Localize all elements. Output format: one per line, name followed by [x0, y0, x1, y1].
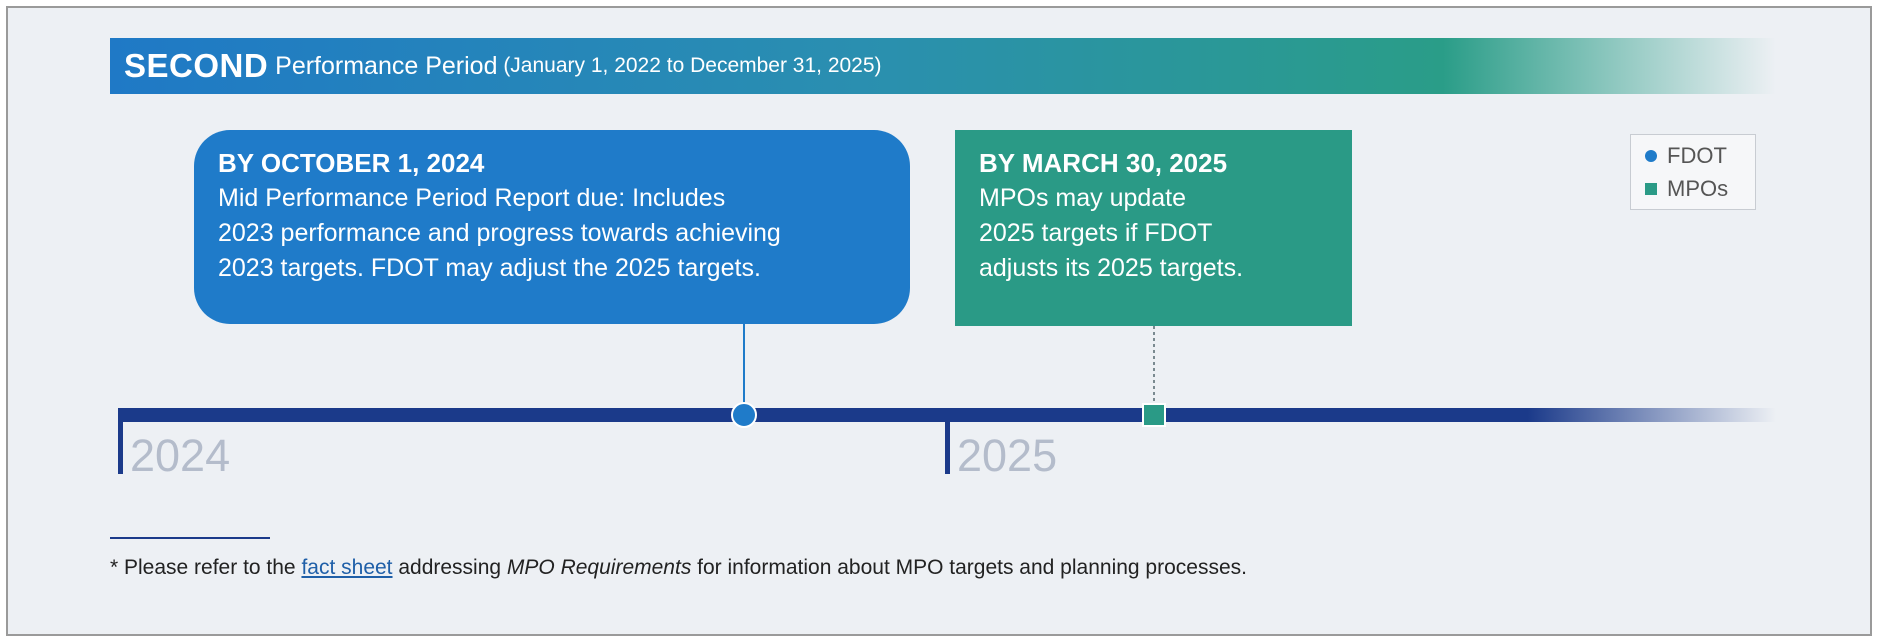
- footnote-link[interactable]: fact sheet: [301, 556, 393, 579]
- footnote: * Please refer to the fact sheet address…: [110, 556, 1247, 580]
- legend-label: MPOs: [1667, 176, 1729, 201]
- legend-label: FDOT: [1667, 143, 1727, 168]
- year-tick: [118, 408, 123, 474]
- footnote-text: for information about MPO targets and pl…: [691, 556, 1247, 579]
- event-box: BY OCTOBER 1, 2024 Mid Performance Perio…: [194, 130, 910, 324]
- year-tick: [945, 408, 950, 474]
- event-date: BY MARCH 30, 2025: [979, 148, 1228, 178]
- event-box: BY MARCH 30, 2025 MPOs may update 2025 t…: [955, 130, 1352, 326]
- event-line: 2023 performance and progress towards ac…: [218, 219, 781, 247]
- event-line: Mid Performance Period Report due: Inclu…: [218, 184, 726, 212]
- mpo-marker: [1142, 403, 1166, 427]
- year-label: 2025: [957, 430, 1058, 481]
- event-line: MPOs may update: [979, 184, 1187, 212]
- legend: FDOT MPOs: [1630, 134, 1756, 210]
- legend-item: FDOT: [1641, 139, 1745, 172]
- header-period: (January 1, 2022 to December 31, 2025): [503, 54, 882, 77]
- header-bar: SECOND Performance Period (January 1, 20…: [110, 38, 1776, 94]
- fdot-marker: [731, 402, 757, 428]
- footnote-text: * Please refer to the: [110, 556, 302, 579]
- footnote-text: addressing: [392, 556, 507, 579]
- event-date: BY OCTOBER 1, 2024: [218, 148, 485, 178]
- legend-dot: [1645, 149, 1657, 162]
- year-label: 2024: [130, 430, 231, 481]
- header-title: Performance Period: [275, 51, 498, 80]
- header-bold: SECOND: [124, 47, 269, 84]
- footnote-italic: MPO Requirements: [506, 556, 692, 579]
- event-line: adjusts its 2025 targets.: [979, 254, 1244, 282]
- event-line: 2023 targets. FDOT may adjust the 2025 t…: [218, 254, 761, 282]
- event-line: 2025 targets if FDOT: [979, 219, 1213, 247]
- legend-square: [1645, 182, 1657, 195]
- legend-item: MPOs: [1641, 172, 1745, 205]
